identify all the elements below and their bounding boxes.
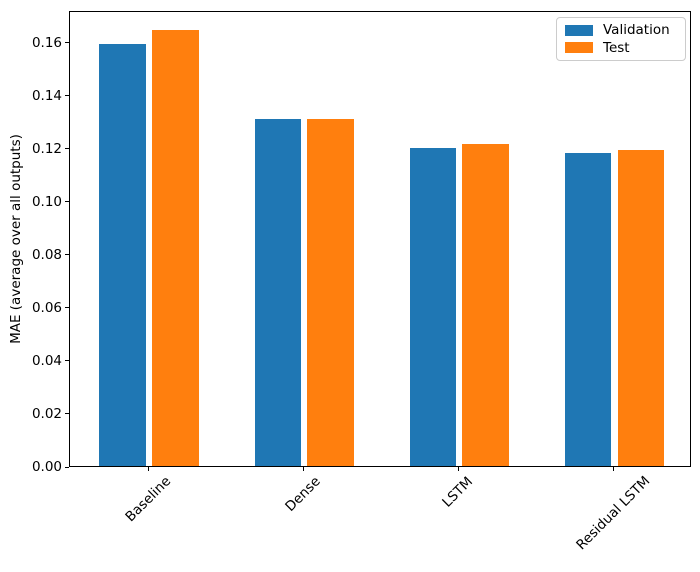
y-tick-mark xyxy=(65,42,69,44)
bar-baseline-test xyxy=(152,29,199,466)
y-tick-mark xyxy=(65,413,69,415)
x-tick-label-residual-lstm: Residual LSTM xyxy=(573,473,654,554)
x-tick-mark xyxy=(302,467,304,471)
y-tick-label: 0.14 xyxy=(31,87,62,104)
y-tick-mark xyxy=(65,95,69,97)
bar-residual-lstm-validation xyxy=(564,152,612,466)
bar-residual-lstm-test xyxy=(617,149,665,466)
x-tick-label-dense: Dense xyxy=(281,473,324,515)
y-tick-label: 0.02 xyxy=(31,405,62,422)
bar-baseline-validation xyxy=(99,44,146,466)
bar-lstm-test xyxy=(462,144,509,466)
legend: Validation Test xyxy=(556,17,686,61)
bars-layer xyxy=(70,12,690,466)
y-tick-mark xyxy=(65,307,69,309)
legend-swatch-test xyxy=(565,42,593,54)
y-tick-mark xyxy=(65,466,69,468)
y-tick-mark xyxy=(65,148,69,150)
y-tick-label: 0.12 xyxy=(31,140,62,157)
y-tick-label: 0.16 xyxy=(31,34,62,51)
y-axis-label: MAE (average over all outputs) xyxy=(8,134,24,344)
legend-item-validation: Validation xyxy=(565,22,677,38)
y-tick-label: 0.00 xyxy=(31,459,62,475)
legend-label-test: Test xyxy=(603,39,630,56)
bar-dense-test xyxy=(307,119,354,466)
y-tick-label: 0.10 xyxy=(31,193,62,210)
y-tick-label: 0.08 xyxy=(31,246,62,263)
y-tick-label: 0.04 xyxy=(31,352,62,369)
legend-swatch-validation xyxy=(565,24,593,36)
y-tick-label: 0.06 xyxy=(31,299,62,316)
x-tick-mark xyxy=(612,467,614,471)
x-tick-mark xyxy=(457,467,459,471)
legend-item-test: Test xyxy=(565,40,677,56)
legend-label-validation: Validation xyxy=(603,22,670,39)
plot-area xyxy=(69,11,691,467)
y-tick-mark xyxy=(65,254,69,256)
bar-dense-validation xyxy=(254,119,302,466)
x-tick-label-baseline: Baseline xyxy=(121,473,174,525)
x-tick-label-lstm: LSTM xyxy=(439,473,477,511)
y-tick-mark xyxy=(65,201,69,203)
bar-lstm-validation xyxy=(409,147,457,466)
x-tick-mark xyxy=(147,467,149,471)
y-tick-mark xyxy=(65,360,69,362)
